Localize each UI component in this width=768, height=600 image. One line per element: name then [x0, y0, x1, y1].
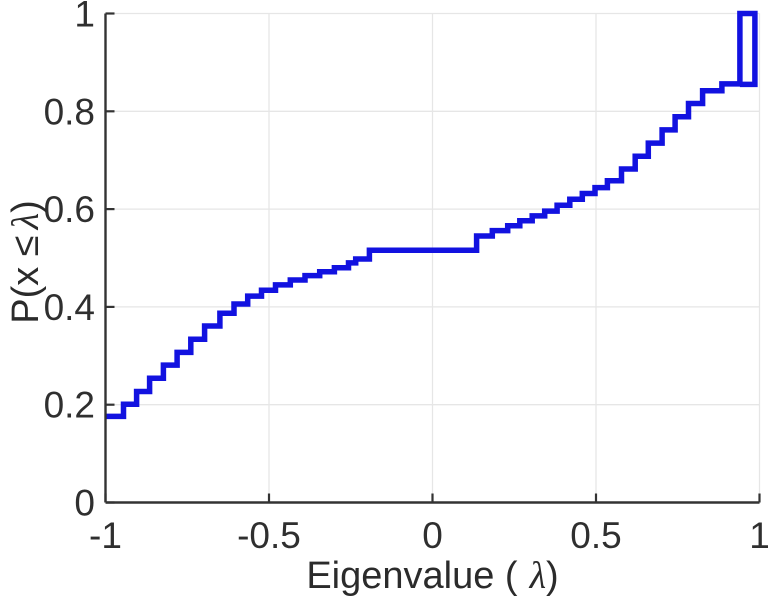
y-axis-label: P(x ≤ λ): [1, 82, 51, 442]
y-tick-labels: 0 0.2 0.4 0.6 0.8 1: [44, 0, 95, 524]
y-tick-label: 1: [74, 0, 95, 35]
y-axis-label-text: P(x ≤: [5, 235, 47, 324]
x-tick-label: -0.5: [237, 515, 301, 556]
x-tick-label: 0.5: [570, 515, 621, 556]
axes: [104, 12, 761, 504]
y-tick-label: 0.6: [44, 189, 95, 230]
x-tick-label: -1: [89, 515, 122, 556]
x-axis-label-text: Eigenvalue (: [306, 555, 518, 597]
x-tick-label: 0: [422, 515, 443, 556]
y-axis-label-close: ): [5, 200, 47, 213]
y-tick-label: 0.4: [44, 287, 95, 328]
lambda-symbol: λ: [529, 555, 547, 597]
x-tick-label: 1: [749, 515, 768, 556]
lambda-symbol: λ: [5, 212, 47, 230]
y-tick-label: 0.8: [44, 91, 95, 132]
empirical-cdf-curve: [105, 10, 758, 420]
gridlines: [104, 12, 761, 504]
cdf-stair-line: [105, 10, 758, 420]
y-tick-label: 0.2: [44, 385, 95, 426]
x-axis-label-close: ): [546, 555, 559, 597]
x-tick-labels: -1 -0.5 0 0.5 1: [89, 515, 768, 556]
y-tick-label: 0: [74, 483, 95, 524]
x-axis-label: Eigenvalue ( λ): [105, 551, 760, 600]
